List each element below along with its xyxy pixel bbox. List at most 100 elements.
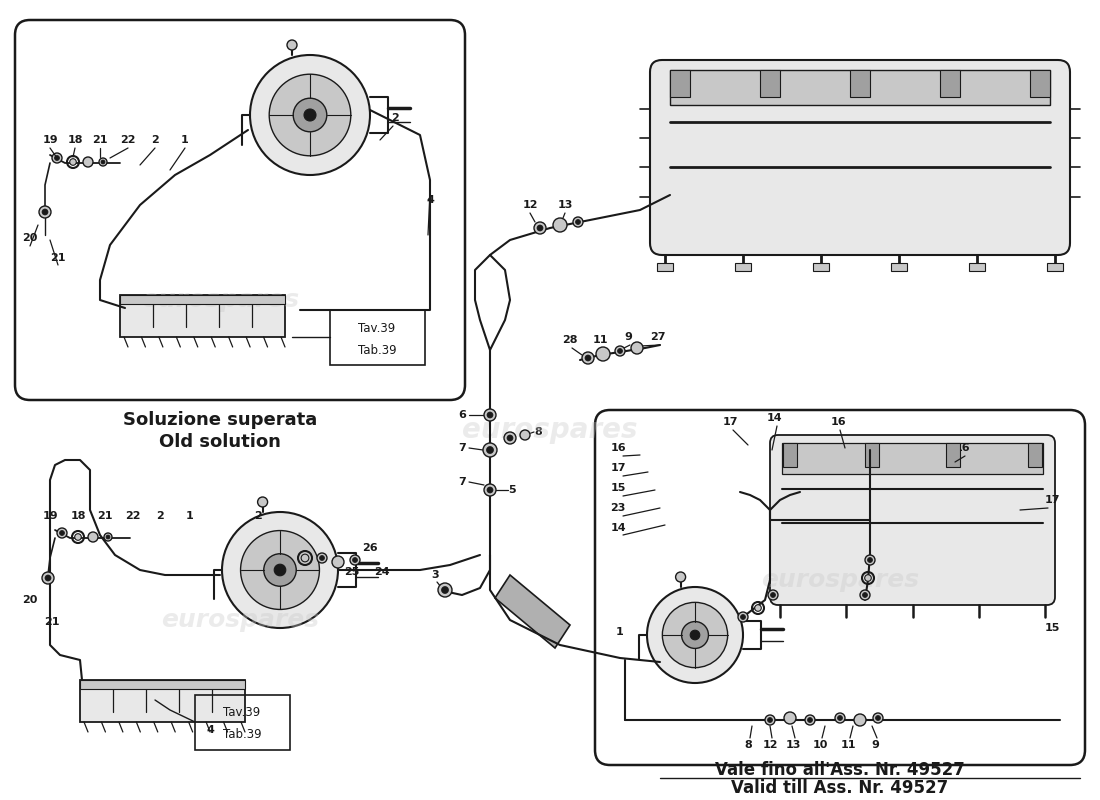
Bar [940,70,960,98]
Text: 10: 10 [812,740,827,750]
Bar [760,70,780,98]
Circle shape [770,593,776,598]
Bar [969,263,984,271]
Circle shape [740,614,746,619]
Text: 16: 16 [830,417,846,427]
Text: 21: 21 [44,617,59,627]
Text: 11: 11 [592,335,607,345]
Circle shape [222,512,338,628]
Text: 4: 4 [206,725,213,735]
Text: 11: 11 [840,740,856,750]
Circle shape [553,218,566,232]
Circle shape [862,593,868,598]
Circle shape [615,346,625,356]
Circle shape [487,487,493,493]
Circle shape [483,443,497,457]
Circle shape [301,554,309,562]
Bar [891,263,908,271]
Text: eurospares: eurospares [141,288,299,312]
Circle shape [270,74,351,156]
Text: 7: 7 [458,443,466,453]
Circle shape [294,98,327,132]
Bar [670,70,1050,105]
Circle shape [805,715,815,725]
Circle shape [854,714,866,726]
Text: 24: 24 [374,567,389,577]
Text: 15: 15 [610,483,626,493]
Circle shape [487,412,493,418]
Circle shape [486,446,494,454]
Bar [330,310,425,365]
Circle shape [537,225,543,231]
Circle shape [755,605,761,611]
Circle shape [104,533,112,541]
Text: eurospares: eurospares [462,416,638,444]
Text: 26: 26 [362,543,377,553]
Text: 21: 21 [92,135,108,145]
Text: 2: 2 [392,113,399,123]
Circle shape [250,55,370,175]
Circle shape [575,219,581,225]
Text: 19: 19 [42,135,58,145]
Text: 14: 14 [767,413,783,423]
Polygon shape [495,575,570,648]
Bar [946,443,960,467]
Circle shape [484,484,496,496]
Text: 20: 20 [22,233,37,243]
Text: 13: 13 [785,740,801,750]
Bar [783,443,798,467]
Text: 16: 16 [610,443,626,453]
Circle shape [860,590,870,600]
Bar [120,295,285,337]
Bar [195,695,290,750]
Text: 23: 23 [610,503,626,513]
Circle shape [617,349,623,354]
Text: 16: 16 [954,443,970,453]
Circle shape [873,713,883,723]
Text: Soluzione superata: Soluzione superata [123,411,317,429]
Text: Old solution: Old solution [160,433,280,451]
Circle shape [59,530,65,535]
Circle shape [88,532,98,542]
Bar [670,70,690,98]
Circle shape [438,583,452,597]
Text: 1: 1 [616,627,624,637]
Text: Tab.39: Tab.39 [222,729,262,742]
Circle shape [75,534,81,540]
Circle shape [45,575,51,581]
Text: 8: 8 [744,740,752,750]
Circle shape [317,553,327,563]
Bar [1030,70,1050,98]
Circle shape [631,342,644,354]
Text: 17: 17 [1044,495,1059,505]
Circle shape [241,530,319,610]
Circle shape [835,713,845,723]
Bar [80,680,245,690]
Text: 18: 18 [67,135,82,145]
Circle shape [82,157,94,167]
Bar [850,70,870,98]
Bar [80,680,245,722]
Circle shape [57,528,67,538]
Text: 2: 2 [254,511,262,521]
Bar [813,263,829,271]
Text: Tav.39: Tav.39 [359,322,396,334]
Text: 15: 15 [1044,623,1059,633]
Bar [1028,443,1042,467]
Circle shape [52,153,62,163]
Circle shape [507,435,513,441]
Circle shape [332,556,344,568]
Bar [1047,263,1063,271]
Circle shape [784,712,796,724]
Circle shape [868,558,872,562]
Text: 27: 27 [650,332,666,342]
Text: 20: 20 [22,595,37,605]
Circle shape [257,497,267,507]
Text: 12: 12 [522,200,538,210]
Circle shape [101,160,104,164]
Circle shape [484,409,496,421]
Text: 17: 17 [610,463,626,473]
Text: 2: 2 [156,511,164,521]
Text: Vale fino all'Ass. Nr. 49527: Vale fino all'Ass. Nr. 49527 [715,761,965,779]
Circle shape [441,586,449,594]
